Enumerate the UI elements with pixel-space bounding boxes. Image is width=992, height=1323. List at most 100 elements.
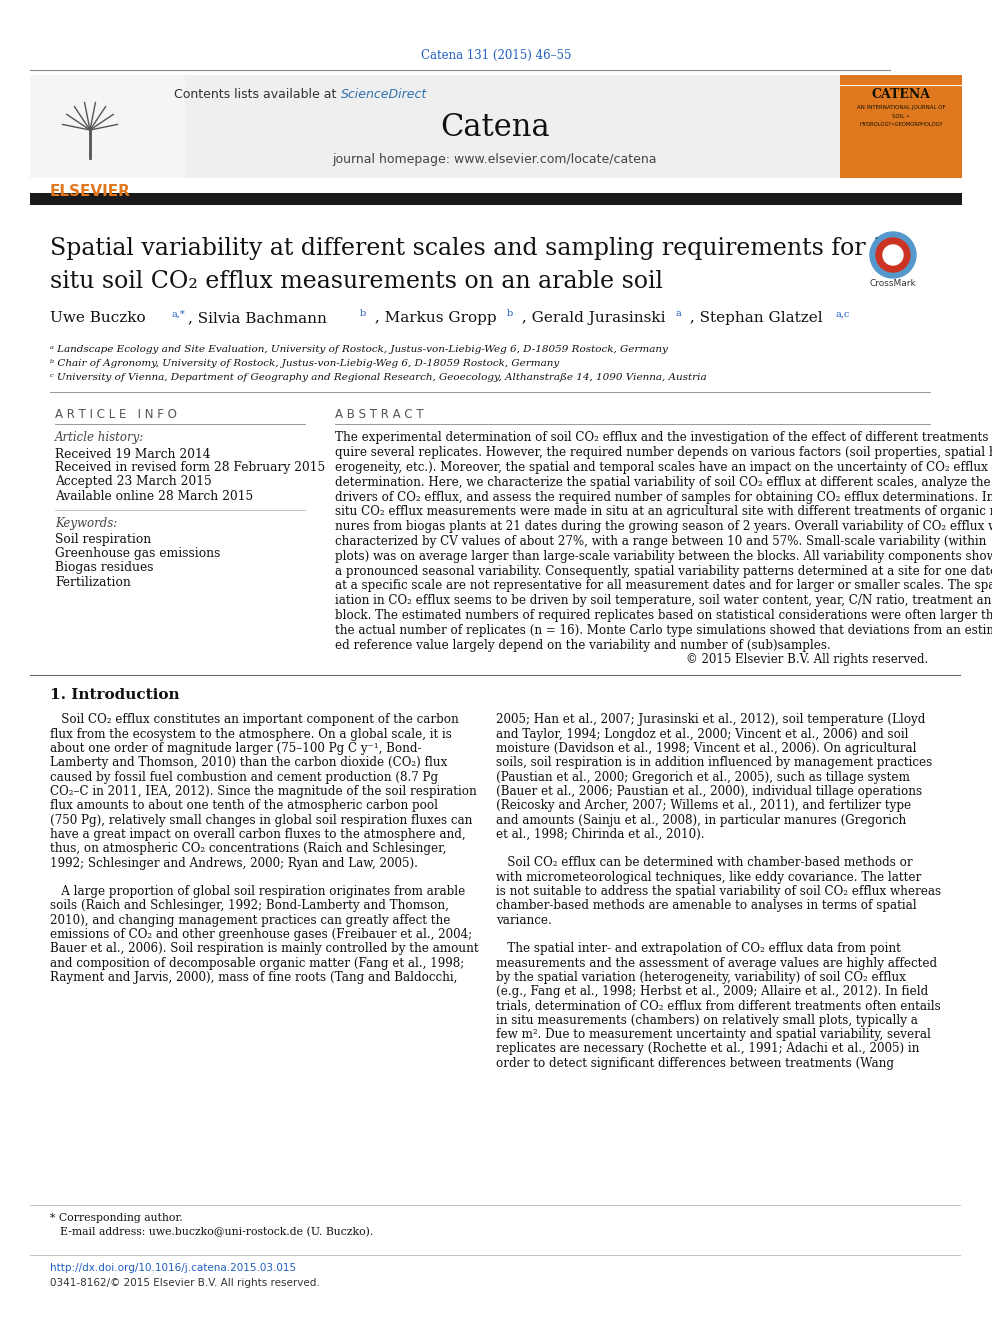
Text: The experimental determination of soil CO₂ efflux and the investigation of the e: The experimental determination of soil C… — [335, 431, 992, 445]
Text: Lamberty and Thomson, 2010) than the carbon dioxide (CO₂) flux: Lamberty and Thomson, 2010) than the car… — [50, 757, 447, 770]
Text: (Bauer et al., 2006; Paustian et al., 2000), individual tillage operations: (Bauer et al., 2006; Paustian et al., 20… — [496, 785, 923, 798]
Text: situ soil CO₂ efflux measurements on an arable soil: situ soil CO₂ efflux measurements on an … — [50, 270, 663, 294]
Text: Bauer et al., 2006). Soil respiration is mainly controlled by the amount: Bauer et al., 2006). Soil respiration is… — [50, 942, 478, 955]
Text: thus, on atmospheric CO₂ concentrations (Raich and Schlesinger,: thus, on atmospheric CO₂ concentrations … — [50, 843, 446, 855]
Text: Rayment and Jarvis, 2000), mass of fine roots (Tang and Baldocchi,: Rayment and Jarvis, 2000), mass of fine … — [50, 971, 457, 984]
Text: Soil CO₂ efflux can be determined with chamber-based methods or: Soil CO₂ efflux can be determined with c… — [496, 856, 913, 869]
Text: HYDROLOGY•GEOMORPHOLOGY: HYDROLOGY•GEOMORPHOLOGY — [859, 123, 942, 127]
Text: have a great impact on overall carbon fluxes to the atmosphere and,: have a great impact on overall carbon fl… — [50, 828, 465, 841]
Text: CrossMark: CrossMark — [870, 279, 917, 287]
Text: b: b — [507, 310, 513, 319]
Text: The spatial inter- and extrapolation of CO₂ efflux data from point: The spatial inter- and extrapolation of … — [496, 942, 901, 955]
Text: and amounts (Sainju et al., 2008), in particular manures (Gregorich: and amounts (Sainju et al., 2008), in pa… — [496, 814, 907, 827]
Text: b: b — [360, 310, 366, 319]
Text: Soil respiration: Soil respiration — [55, 533, 151, 546]
Text: in situ measurements (chambers) on relatively small plots, typically a: in situ measurements (chambers) on relat… — [496, 1013, 918, 1027]
Text: E-mail address: uwe.buczko@uni-rostock.de (U. Buczko).: E-mail address: uwe.buczko@uni-rostock.d… — [60, 1226, 373, 1237]
Text: Biogas residues: Biogas residues — [55, 561, 154, 574]
Text: Accepted 23 March 2015: Accepted 23 March 2015 — [55, 475, 211, 488]
Text: http://dx.doi.org/10.1016/j.catena.2015.03.015: http://dx.doi.org/10.1016/j.catena.2015.… — [50, 1263, 297, 1273]
Text: Received 19 March 2014: Received 19 March 2014 — [55, 447, 210, 460]
Text: order to detect significant differences between treatments (Wang: order to detect significant differences … — [496, 1057, 894, 1070]
Text: determination. Here, we characterize the spatial variability of soil CO₂ efflux : determination. Here, we characterize the… — [335, 476, 991, 490]
Bar — [30, 193, 962, 205]
Text: et al., 1998; Chirinda et al., 2010).: et al., 1998; Chirinda et al., 2010). — [496, 828, 704, 841]
Circle shape — [870, 232, 916, 278]
Text: a,*: a,* — [172, 310, 186, 319]
Text: ScienceDirect: ScienceDirect — [341, 89, 428, 102]
Text: measurements and the assessment of average values are highly affected: measurements and the assessment of avera… — [496, 957, 937, 970]
Text: trials, determination of CO₂ efflux from different treatments often entails: trials, determination of CO₂ efflux from… — [496, 999, 940, 1012]
Text: , Gerald Jurasinski: , Gerald Jurasinski — [517, 311, 671, 325]
Text: flux amounts to about one tenth of the atmospheric carbon pool: flux amounts to about one tenth of the a… — [50, 799, 438, 812]
Text: at a specific scale are not representative for all measurement dates and for lar: at a specific scale are not representati… — [335, 579, 992, 593]
Text: with micrometeorological techniques, like eddy covariance. The latter: with micrometeorological techniques, lik… — [496, 871, 922, 884]
Text: 1992; Schlesinger and Andrews, 2000; Ryan and Law, 2005).: 1992; Schlesinger and Andrews, 2000; Rya… — [50, 856, 418, 869]
Text: drivers of CO₂ efflux, and assess the required number of samples for obtaining C: drivers of CO₂ efflux, and assess the re… — [335, 491, 992, 504]
Text: Keywords:: Keywords: — [55, 517, 117, 531]
Text: Article history:: Article history: — [55, 431, 144, 445]
Text: a: a — [676, 310, 682, 319]
Text: 0341-8162/© 2015 Elsevier B.V. All rights reserved.: 0341-8162/© 2015 Elsevier B.V. All right… — [50, 1278, 319, 1289]
Text: journal homepage: www.elsevier.com/locate/catena: journal homepage: www.elsevier.com/locat… — [332, 153, 658, 167]
Text: A B S T R A C T: A B S T R A C T — [335, 409, 424, 422]
Text: situ CO₂ efflux measurements were made in situ at an agricultural site with diff: situ CO₂ efflux measurements were made i… — [335, 505, 992, 519]
Text: about one order of magnitude larger (75–100 Pg C y⁻¹, Bond-: about one order of magnitude larger (75–… — [50, 742, 422, 755]
Text: Fertilization: Fertilization — [55, 576, 131, 589]
Text: (Paustian et al., 2000; Gregorich et al., 2005), such as tillage system: (Paustian et al., 2000; Gregorich et al.… — [496, 771, 910, 783]
Text: the actual number of replicates (n = 16). Monte Carlo type simulations showed th: the actual number of replicates (n = 16)… — [335, 624, 992, 636]
Text: quire several replicates. However, the required number depends on various factor: quire several replicates. However, the r… — [335, 446, 992, 459]
Text: ELSEVIER: ELSEVIER — [50, 184, 130, 200]
Circle shape — [876, 238, 910, 273]
Text: CATENA: CATENA — [872, 89, 930, 102]
Text: A R T I C L E   I N F O: A R T I C L E I N F O — [55, 409, 177, 422]
Text: SOIL •: SOIL • — [892, 115, 910, 119]
Text: ᶜ University of Vienna, Department of Geography and Regional Research, Geoecolog: ᶜ University of Vienna, Department of Ge… — [50, 373, 706, 381]
Bar — [840, 75, 962, 179]
Text: , Stephan Glatzel: , Stephan Glatzel — [685, 311, 827, 325]
Text: Catena 131 (2015) 46–55: Catena 131 (2015) 46–55 — [421, 49, 571, 61]
Text: Contents lists available at: Contents lists available at — [174, 89, 340, 102]
Text: Soil CO₂ efflux constitutes an important component of the carbon: Soil CO₂ efflux constitutes an important… — [50, 713, 458, 726]
Text: ᵃ Landscape Ecology and Site Evaluation, University of Rostock, Justus-von-Liebi: ᵃ Landscape Ecology and Site Evaluation,… — [50, 344, 668, 353]
Text: by the spatial variation (heterogeneity, variability) of soil CO₂ efflux: by the spatial variation (heterogeneity,… — [496, 971, 906, 984]
Text: erogeneity, etc.). Moreover, the spatial and temporal scales have an impact on t: erogeneity, etc.). Moreover, the spatial… — [335, 462, 988, 474]
Text: Catena: Catena — [440, 112, 550, 143]
Text: chamber-based methods are amenable to analyses in terms of spatial: chamber-based methods are amenable to an… — [496, 900, 917, 913]
Text: , Markus Gropp: , Markus Gropp — [370, 311, 502, 325]
Bar — [30, 75, 185, 179]
Text: and Taylor, 1994; Longdoz et al., 2000; Vincent et al., 2006) and soil: and Taylor, 1994; Longdoz et al., 2000; … — [496, 728, 909, 741]
Text: moisture (Davidson et al., 1998; Vincent et al., 2006). On agricultural: moisture (Davidson et al., 1998; Vincent… — [496, 742, 917, 755]
Text: Spatial variability at different scales and sampling requirements for in: Spatial variability at different scales … — [50, 237, 896, 259]
Text: 1. Introduction: 1. Introduction — [50, 688, 180, 703]
Text: 2010), and changing management practices can greatly affect the: 2010), and changing management practices… — [50, 914, 450, 926]
Text: Available online 28 March 2015: Available online 28 March 2015 — [55, 490, 253, 503]
Text: soils, soil respiration is in addition influenced by management practices: soils, soil respiration is in addition i… — [496, 757, 932, 770]
Text: (e.g., Fang et al., 1998; Herbst et al., 2009; Allaire et al., 2012). In field: (e.g., Fang et al., 1998; Herbst et al.,… — [496, 986, 929, 998]
Text: replicates are necessary (Rochette et al., 1991; Adachi et al., 2005) in: replicates are necessary (Rochette et al… — [496, 1043, 920, 1056]
Text: ed reference value largely depend on the variability and number of (sub)samples.: ed reference value largely depend on the… — [335, 639, 830, 652]
Text: characterized by CV values of about 27%, with a range between 10 and 57%. Small-: characterized by CV values of about 27%,… — [335, 534, 986, 548]
Text: Uwe Buczko: Uwe Buczko — [50, 311, 151, 325]
Text: flux from the ecosystem to the atmosphere. On a global scale, it is: flux from the ecosystem to the atmospher… — [50, 728, 452, 741]
Text: and composition of decomposable organic matter (Fang et al., 1998;: and composition of decomposable organic … — [50, 957, 464, 970]
Text: Received in revised form 28 February 2015: Received in revised form 28 February 201… — [55, 462, 325, 475]
Text: ᵇ Chair of Agronomy, University of Rostock, Justus-von-Liebig-Weg 6, D-18059 Ros: ᵇ Chair of Agronomy, University of Rosto… — [50, 359, 559, 368]
Bar — [30, 75, 840, 179]
Text: is not suitable to address the spatial variability of soil CO₂ efflux whereas: is not suitable to address the spatial v… — [496, 885, 941, 898]
Text: block. The estimated numbers of required replicates based on statistical conside: block. The estimated numbers of required… — [335, 609, 992, 622]
Text: * Corresponding author.: * Corresponding author. — [50, 1213, 183, 1222]
Text: (Reicosky and Archer, 2007; Willems et al., 2011), and fertilizer type: (Reicosky and Archer, 2007; Willems et a… — [496, 799, 911, 812]
Text: Greenhouse gas emissions: Greenhouse gas emissions — [55, 548, 220, 561]
Text: soils (Raich and Schlesinger, 1992; Bond-Lamberty and Thomson,: soils (Raich and Schlesinger, 1992; Bond… — [50, 900, 448, 913]
Text: A large proportion of global soil respiration originates from arable: A large proportion of global soil respir… — [50, 885, 465, 898]
Text: caused by fossil fuel combustion and cement production (8.7 Pg: caused by fossil fuel combustion and cem… — [50, 771, 438, 783]
Text: © 2015 Elsevier B.V. All rights reserved.: © 2015 Elsevier B.V. All rights reserved… — [685, 654, 928, 667]
Text: few m². Due to measurement uncertainty and spatial variability, several: few m². Due to measurement uncertainty a… — [496, 1028, 930, 1041]
Text: nures from biogas plants at 21 dates during the growing season of 2 years. Overa: nures from biogas plants at 21 dates dur… — [335, 520, 992, 533]
Text: (750 Pg), relatively small changes in global soil respiration fluxes can: (750 Pg), relatively small changes in gl… — [50, 814, 472, 827]
Text: 2005; Han et al., 2007; Jurasinski et al., 2012), soil temperature (Lloyd: 2005; Han et al., 2007; Jurasinski et al… — [496, 713, 926, 726]
Circle shape — [883, 245, 903, 265]
Text: , Silvia Bachmann: , Silvia Bachmann — [188, 311, 331, 325]
Text: a pronounced seasonal variability. Consequently, spatial variability patterns de: a pronounced seasonal variability. Conse… — [335, 565, 992, 578]
